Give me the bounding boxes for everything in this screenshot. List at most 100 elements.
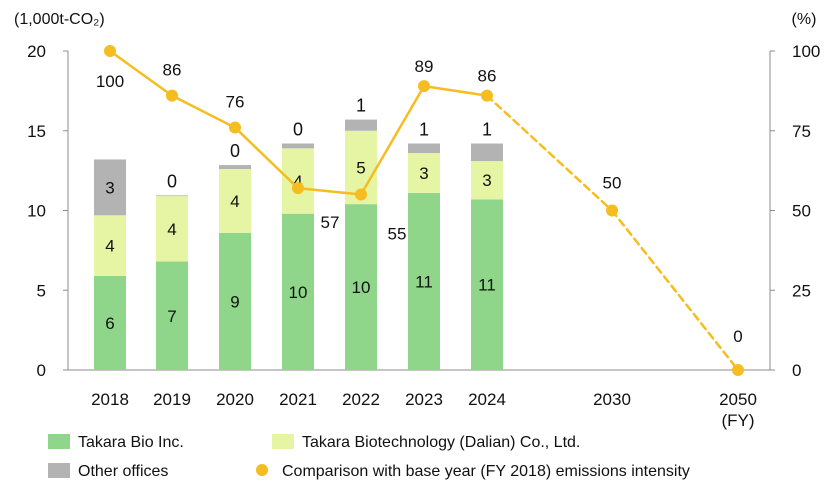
- line-point: [418, 80, 430, 93]
- x-tick-label: 2050: [719, 390, 757, 409]
- bar-segment: [94, 215, 126, 276]
- bar-segment: [94, 275, 126, 370]
- line-point-label: 50: [603, 174, 622, 193]
- bar-value-label: 4: [293, 172, 302, 191]
- legend-label: Other offices: [78, 463, 168, 480]
- bar-value-label: 3: [482, 171, 491, 190]
- line-segment: [233, 126, 300, 190]
- bar-segment: [408, 143, 440, 154]
- line-point-label: 76: [226, 93, 245, 112]
- line-point: [732, 364, 744, 376]
- bar-segment: [282, 213, 314, 370]
- line-point-label: 86: [163, 61, 182, 80]
- line-point: [166, 89, 178, 102]
- line-point: [481, 89, 493, 102]
- bar-value-label: 7: [167, 307, 176, 326]
- y-tick-label: 15: [27, 122, 46, 141]
- line-segment: [359, 84, 426, 196]
- bar-segment: [345, 119, 377, 131]
- bar-value-label: 6: [105, 314, 114, 333]
- bar-segment: [219, 165, 251, 170]
- bar-value-label: 0: [230, 141, 240, 161]
- bar-segment: [156, 261, 188, 370]
- y-tick-label: 0: [37, 361, 46, 380]
- bar-value-label: 1: [482, 120, 492, 140]
- line-point-label: 86: [478, 67, 497, 86]
- line-point: [606, 204, 618, 217]
- bar-value-label: 4: [230, 192, 239, 211]
- line-point: [355, 188, 367, 201]
- bar-segment: [471, 143, 503, 162]
- bar-segment: [471, 161, 503, 200]
- bar-value-label: 5: [356, 158, 365, 177]
- bar-segment: [408, 153, 440, 193]
- bar-segment: [219, 232, 251, 370]
- bar-value-label: 10: [352, 278, 371, 297]
- x-tick-label: 2022: [342, 390, 380, 409]
- x-tick-label: 2019: [153, 390, 191, 409]
- y2-tick-label: 75: [792, 122, 811, 141]
- y2-tick-label: 50: [792, 202, 811, 221]
- legend-swatch: [272, 434, 294, 449]
- x-tick-label: 2020: [216, 390, 254, 409]
- bar-value-label: 9: [230, 292, 239, 311]
- line-segment: [485, 94, 614, 212]
- legend-marker: [256, 464, 268, 476]
- bar-segment: [282, 148, 314, 214]
- line-point-label: 89: [415, 57, 434, 76]
- y2-tick-label: 100: [792, 42, 820, 61]
- legend-swatch: [48, 463, 70, 478]
- bar-value-label: 4: [105, 237, 114, 256]
- line-segment: [170, 94, 237, 129]
- x-tick-label: 2021: [279, 390, 317, 409]
- bar-segment: [94, 159, 126, 216]
- x-tick-label: 2018: [91, 390, 129, 409]
- x-tick-label: 2030: [593, 390, 631, 409]
- bar-value-label: 0: [167, 171, 177, 191]
- bar-value-label: 11: [415, 272, 433, 291]
- legend-label: Takara Bio Inc.: [78, 434, 184, 451]
- line-point: [229, 121, 241, 134]
- legend-label: Takara Biotechnology (Dalian) Co., Ltd.: [302, 434, 580, 451]
- bar-segment: [282, 143, 314, 149]
- line-point: [292, 182, 304, 195]
- bar-segment: [471, 199, 503, 370]
- bar-value-label: 3: [105, 178, 114, 197]
- line-point-label: 57: [321, 213, 340, 232]
- y2-axis-unit-label: (%): [792, 11, 817, 28]
- line-point: [104, 45, 116, 57]
- bar-value-label: 10: [289, 283, 308, 302]
- bar-segment: [219, 169, 251, 233]
- line-segment: [108, 49, 174, 97]
- y2-tick-label: 0: [792, 361, 801, 380]
- legend: Takara Bio Inc. Takara Biotechnology (Dal…: [48, 434, 690, 480]
- y2-tick-label: 25: [792, 281, 811, 300]
- line-segment: [610, 209, 740, 372]
- line-segment: [296, 186, 363, 196]
- y-tick-label: 5: [37, 281, 46, 300]
- bar-segment: [156, 195, 188, 197]
- line-point-label: 100: [96, 72, 124, 91]
- line-segment: [422, 84, 489, 97]
- x-axis-unit-label: (FY): [721, 411, 754, 430]
- legend-label: Comparison with base year (FY 2018) emis…: [282, 463, 690, 480]
- y-axis-unit-label: (1,000t-CO₂): [14, 11, 105, 28]
- line-point-label: 55: [388, 225, 407, 244]
- x-tick-label: 2023: [405, 390, 443, 409]
- bar-segment: [345, 204, 377, 370]
- bar-segment: [408, 192, 440, 370]
- bar-segment: [156, 196, 188, 262]
- x-tick-label: 2024: [468, 390, 506, 409]
- y-tick-label: 10: [27, 202, 46, 221]
- legend-swatch: [48, 434, 70, 449]
- bar-value-label: 4: [167, 220, 176, 239]
- y-tick-label: 20: [27, 42, 46, 61]
- bar-value-label: 0: [293, 120, 303, 140]
- bar-value-label: 1: [419, 120, 429, 140]
- bar-value-label: 3: [419, 164, 428, 183]
- bar-value-label: 1: [356, 96, 366, 116]
